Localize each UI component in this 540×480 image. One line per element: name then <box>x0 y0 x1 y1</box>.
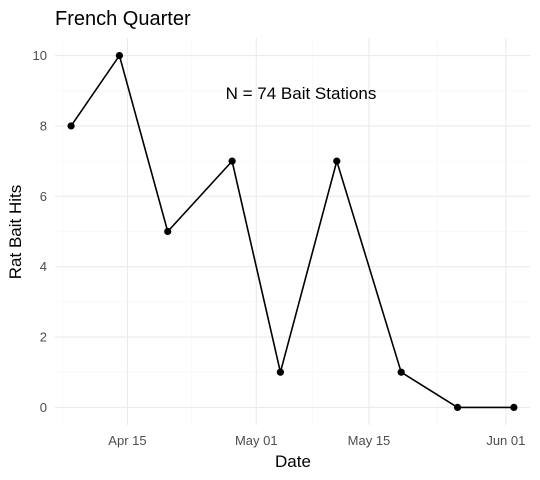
data-point <box>333 158 340 165</box>
x-axis-title: Date <box>275 452 311 471</box>
y-tick-label: 6 <box>40 189 47 204</box>
x-tick-label: May 15 <box>348 433 391 448</box>
data-point <box>510 404 517 411</box>
chart-title: French Quarter <box>55 8 191 30</box>
y-tick-label: 0 <box>40 400 47 415</box>
data-point <box>164 228 171 235</box>
x-tick-labels: Apr 15 May 01 May 15 Jun 01 <box>108 433 525 448</box>
y-tick-label: 8 <box>40 118 47 133</box>
data-point <box>398 369 405 376</box>
data-point <box>454 404 461 411</box>
y-tick-label: 4 <box>40 259 47 274</box>
x-tick-label: May 01 <box>235 433 278 448</box>
y-tick-label: 2 <box>40 330 47 345</box>
x-tick-label: Apr 15 <box>108 433 146 448</box>
y-axis-title: Rat Bait Hits <box>6 185 25 279</box>
x-tick-label: Jun 01 <box>486 433 525 448</box>
sample-size-annotation: N = 74 Bait Stations <box>226 84 377 103</box>
data-point <box>116 52 123 59</box>
y-tick-labels: 0 2 4 6 8 10 <box>33 48 47 415</box>
y-tick-label: 10 <box>33 48 47 63</box>
data-point <box>229 158 236 165</box>
data-point <box>68 122 75 129</box>
data-point <box>277 369 284 376</box>
